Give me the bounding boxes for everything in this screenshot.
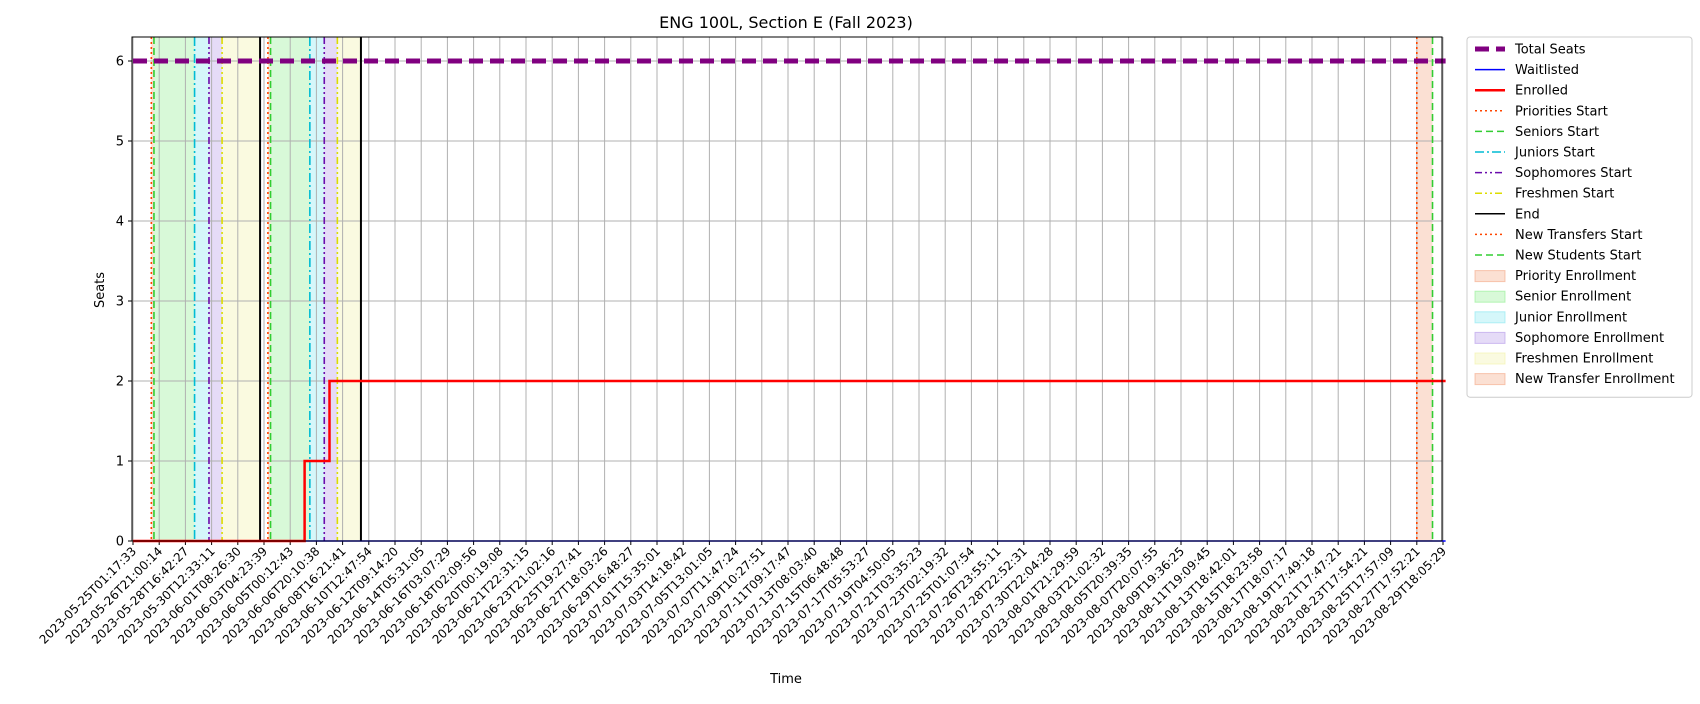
- legend: Total Seats Waitlisted Enrolled Priorities …: [1466, 36, 1693, 398]
- legend-swatch: [1474, 352, 1506, 365]
- legend-entry: Seniors Start: [1475, 125, 1599, 140]
- legend-label: Junior Enrollment: [1514, 310, 1627, 325]
- legend-entry: Priority Enrollment: [1474, 269, 1636, 284]
- legend-swatch: [1474, 311, 1506, 324]
- legend-entry: Sophomores Start: [1475, 166, 1632, 181]
- legend-entry: New Transfers Start: [1475, 228, 1642, 243]
- shaded-period-4-1: [337, 37, 361, 541]
- shaded-period-2-0: [194, 37, 209, 541]
- shaded-period-5-0: [1416, 37, 1433, 541]
- axes-frame: [131, 36, 1443, 542]
- shaded-period-3-1: [324, 37, 338, 541]
- legend-entry: Waitlisted: [1475, 63, 1579, 78]
- legend-entry: Senior Enrollment: [1474, 290, 1631, 305]
- legend-entry: Junior Enrollment: [1474, 310, 1627, 325]
- legend-label: New Transfer Enrollment: [1515, 372, 1675, 387]
- shaded-period-4-0: [222, 37, 261, 541]
- y-tick-label: 4: [116, 215, 124, 230]
- y-tick-label: 1: [116, 455, 124, 470]
- legend-entry: Priorities Start: [1475, 104, 1608, 119]
- y-tick-label: 6: [116, 55, 124, 70]
- legend-entry: Freshmen Enrollment: [1474, 352, 1653, 367]
- legend-swatch: [1474, 331, 1506, 344]
- chart-title: ENG 100L, Section E (Fall 2023): [659, 13, 913, 32]
- shaded-period-2-1: [309, 37, 325, 541]
- legend-entry: New Transfer Enrollment: [1474, 372, 1675, 387]
- shaded-period-3-0: [208, 37, 223, 541]
- x-axis-label: Time: [769, 672, 802, 687]
- legend-label: Freshmen Enrollment: [1515, 352, 1653, 367]
- legend-entry: New Students Start: [1475, 249, 1641, 264]
- legend-entry: Freshmen Start: [1475, 187, 1614, 202]
- legend-label: Freshmen Start: [1515, 187, 1614, 202]
- legend-entry: Juniors Start: [1475, 146, 1595, 161]
- legend-entry: Total Seats: [1475, 43, 1586, 58]
- legend-swatch: [1474, 270, 1506, 283]
- shaded-period-1-0: [153, 37, 195, 541]
- legend-swatch: [1474, 290, 1506, 303]
- legend-label: New Students Start: [1515, 249, 1641, 264]
- legend-label: Priorities Start: [1515, 104, 1608, 119]
- legend-label: Juniors Start: [1514, 146, 1595, 161]
- legend-swatch: [1474, 373, 1506, 386]
- y-tick-label: 0: [116, 535, 124, 550]
- y-axis-label: Seats: [93, 272, 108, 308]
- plot-area: 2023-05-25T01:17:332023-05-26T21:00:1420…: [37, 36, 1449, 647]
- legend-entry: Enrolled: [1475, 84, 1568, 99]
- legend-label: End: [1515, 207, 1540, 222]
- legend-label: Priority Enrollment: [1515, 269, 1636, 284]
- legend-box: [1466, 36, 1693, 398]
- y-tick-label: 2: [116, 375, 124, 390]
- legend-label: Senior Enrollment: [1515, 290, 1631, 305]
- legend-label: Sophomore Enrollment: [1515, 331, 1664, 346]
- legend-entry: Sophomore Enrollment: [1474, 331, 1664, 346]
- legend-label: Total Seats: [1514, 43, 1586, 58]
- legend-label: Seniors Start: [1515, 125, 1599, 140]
- legend-label: New Transfers Start: [1515, 228, 1642, 243]
- shaded-period-0-0: [151, 37, 154, 541]
- legend-label: Sophomores Start: [1515, 166, 1632, 181]
- legend-label: Enrolled: [1515, 84, 1568, 99]
- y-tick-label: 5: [116, 135, 124, 150]
- y-tick-label: 3: [116, 295, 124, 310]
- legend-entry: End: [1475, 207, 1540, 222]
- legend-label: Waitlisted: [1515, 63, 1579, 78]
- shaded-period-0-1: [267, 37, 271, 541]
